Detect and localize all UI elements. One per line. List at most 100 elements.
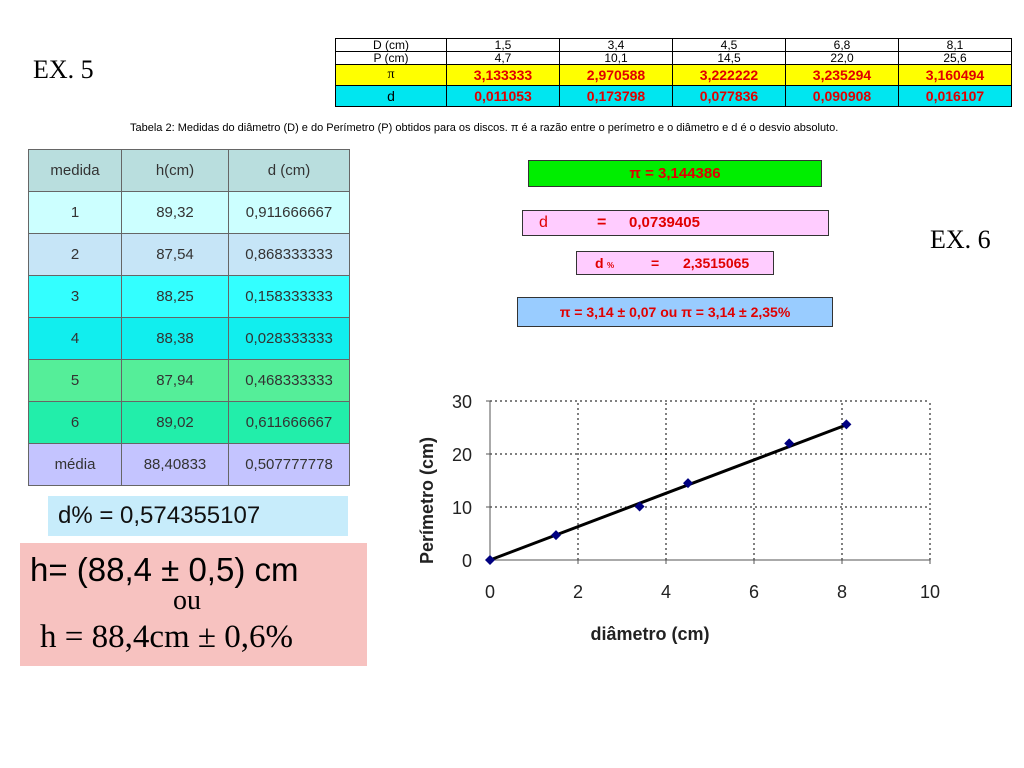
table-row: 5 87,94 0,468333333	[28, 359, 350, 402]
perimeter-vs-diameter-chart: 0 2 4 6 8 10 0 10 20 30 diâmetro (cm) Perímetro (cm…	[417, 392, 940, 644]
height-table: medida h(cm) d (cm) 1 89,32 0,911666667 …	[28, 149, 350, 486]
table-cell: 3,222222	[672, 64, 786, 86]
table-cell: 89,32	[121, 191, 229, 234]
table-cell: 25,6	[898, 51, 1012, 65]
data-point	[634, 501, 645, 512]
table-cell: 2,970588	[559, 64, 673, 86]
table-cell: 3,133333	[446, 64, 560, 86]
table-cell: 0,868333333	[228, 233, 350, 276]
table-cell: 87,54	[121, 233, 229, 276]
table-caption: Tabela 2: Medidas do diâmetro (D) e do P…	[130, 122, 839, 134]
height-result-box: h= (88,4 ± 0,5) cm ou h = 88,4cm ± 0,6%	[20, 543, 367, 666]
x-tick-label: 4	[661, 582, 671, 602]
pi-final-result: π = 3,14 ± 0,07 ou π = 3,14 ± 2,35%	[517, 297, 833, 327]
table-cell: 5	[28, 359, 122, 402]
table-cell: 22,0	[785, 51, 899, 65]
height-result-ou: ou	[173, 585, 201, 616]
y-axis-label: Perímetro (cm)	[417, 437, 437, 564]
table-cell: 87,94	[121, 359, 229, 402]
table-cell: 0,077836	[672, 85, 786, 107]
table-cell: 0,158333333	[228, 275, 350, 318]
d-equals: =	[597, 214, 607, 231]
table-cell: 1,5	[446, 38, 560, 52]
dp-value: 2,3515065	[683, 255, 750, 271]
table-cell: 3,4	[559, 38, 673, 52]
diameter-perimeter-table: D (cm) 1,5 3,4 4,5 6,8 8,1 P (cm) 4,7 10…	[335, 38, 1012, 107]
height-result-alt: h = 88,4cm ± 0,6%	[40, 619, 294, 655]
table-cell: 8,1	[898, 38, 1012, 52]
table-row: 2 87,54 0,868333333	[28, 233, 350, 276]
y-tick-label: 10	[452, 498, 472, 518]
dp-equals: =	[651, 255, 660, 271]
d-label: d	[539, 214, 548, 231]
table-cell: 10,1	[559, 51, 673, 65]
table-cell: 0,011053	[446, 85, 560, 107]
table-cell: 88,40833	[121, 443, 229, 486]
data-point	[841, 419, 852, 430]
dp-subscript: %	[607, 261, 615, 270]
table-cell: 0,611666667	[228, 401, 350, 444]
data-point	[485, 555, 495, 565]
x-tick-label: 10	[920, 582, 940, 602]
table-cell: 0,090908	[785, 85, 899, 107]
table-cell: 3	[28, 275, 122, 318]
x-tick-label: 6	[749, 582, 759, 602]
trendline	[489, 423, 847, 562]
table-cell: 0,911666667	[228, 191, 350, 234]
x-tick-label: 2	[573, 582, 583, 602]
table-cell: 1	[28, 191, 122, 234]
y-tick-label: 0	[462, 551, 472, 571]
table-row: π 3,133333 2,970588 3,222222 3,235294 3,…	[335, 64, 1012, 86]
table-row: 3 88,25 0,158333333	[28, 275, 350, 318]
table-cell: 0,507777778	[228, 443, 350, 486]
table-cell: D (cm)	[335, 38, 447, 52]
y-tick-label: 20	[452, 445, 472, 465]
table-cell: 14,5	[672, 51, 786, 65]
table-row: 1 89,32 0,911666667	[28, 191, 350, 234]
pi-mean-result: π = 3,144386	[528, 160, 822, 187]
table-row: 4 88,38 0,028333333	[28, 317, 350, 360]
table-row: P (cm) 4,7 10,1 14,5 22,0 25,6	[335, 51, 1012, 65]
table-cell: 6,8	[785, 38, 899, 52]
table-cell: 88,38	[121, 317, 229, 360]
table-cell: 4	[28, 317, 122, 360]
table-cell: 3,160494	[898, 64, 1012, 86]
x-tick-label: 8	[837, 582, 847, 602]
table-row: média 88,40833 0,507777778	[28, 443, 350, 486]
table-row: d 0,011053 0,173798 0,077836 0,090908 0,…	[335, 85, 1012, 107]
table-cell: 6	[28, 401, 122, 444]
d-value: 0,0739405	[629, 214, 700, 231]
pi-percent-deviation-result: d % = 2,3515065	[576, 251, 774, 275]
table-cell: 2	[28, 233, 122, 276]
table-cell: 3,235294	[785, 64, 899, 86]
table-header-row: medida h(cm) d (cm)	[28, 149, 350, 192]
dp-label: d	[595, 255, 604, 271]
height-result-main: h= (88,4 ± 0,5) cm	[30, 551, 299, 588]
table-cell: 88,25	[121, 275, 229, 318]
table-cell: 0,028333333	[228, 317, 350, 360]
table-cell: 0,016107	[898, 85, 1012, 107]
table-row: 6 89,02 0,611666667	[28, 401, 350, 444]
ex6-label: EX. 6	[930, 225, 991, 254]
data-point	[551, 530, 561, 541]
data-point	[683, 478, 693, 489]
y-tick-label: 30	[452, 392, 472, 412]
table-cell: 0,468333333	[228, 359, 350, 402]
table-cell: d	[335, 85, 447, 107]
table-header-cell: medida	[28, 149, 122, 192]
x-axis-label: diâmetro (cm)	[590, 624, 709, 644]
table-cell: 4,5	[672, 38, 786, 52]
data-point	[784, 438, 795, 449]
x-tick-label: 0	[485, 582, 495, 602]
ex5-label: EX. 5	[33, 55, 94, 84]
table-cell: 0,173798	[559, 85, 673, 107]
table-cell: 89,02	[121, 401, 229, 444]
table-cell: média	[28, 443, 122, 486]
table-row: D (cm) 1,5 3,4 4,5 6,8 8,1	[335, 38, 1012, 52]
table-header-cell: d (cm)	[228, 149, 350, 192]
table-cell: 4,7	[446, 51, 560, 65]
pi-deviation-result: d = 0,0739405	[522, 210, 829, 236]
table-header-cell: h(cm)	[121, 149, 229, 192]
dpercent-result: d% = 0,574355107	[48, 496, 348, 536]
table-cell: π	[335, 64, 447, 86]
